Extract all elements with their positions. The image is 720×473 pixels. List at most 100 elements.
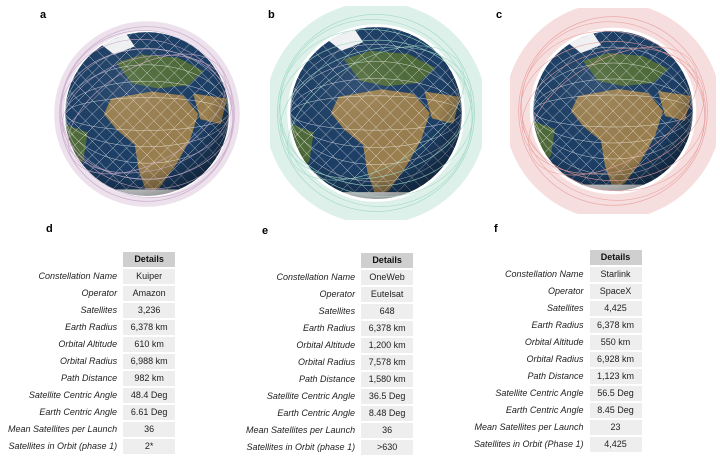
- row-value: 8.45 Deg: [589, 403, 642, 418]
- table-row: Orbital Altitude 550 km: [470, 335, 642, 350]
- row-value: Eutelsat: [361, 287, 414, 302]
- row-label: Satellite Centric Angle: [266, 391, 356, 401]
- orbit-halo: [270, 6, 482, 220]
- table-row: Mean Satellites per Launch 36: [4, 422, 176, 437]
- table-header: Details: [361, 253, 414, 268]
- table-row: Mean Satellites per Launch 36: [242, 423, 414, 438]
- row-value: OneWeb: [361, 270, 414, 285]
- row-label: Earth Centric Angle: [277, 408, 356, 418]
- table-row: Satellites 648: [242, 304, 414, 319]
- table-row: Earth Centric Angle 8.45 Deg: [470, 403, 642, 418]
- row-value: 6,378 km: [361, 321, 414, 336]
- row-value: 1,580 km: [361, 372, 414, 387]
- table-row: Earth Radius 6,378 km: [4, 320, 176, 335]
- row-value: SpaceX: [589, 284, 642, 299]
- row-label: Earth Radius: [531, 320, 584, 330]
- row-label: Orbital Altitude: [58, 339, 118, 349]
- row-value: 6,988 km: [123, 354, 176, 369]
- table-row: Orbital Radius 6,928 km: [470, 352, 642, 367]
- table-row: Satellite Centric Angle 48.4 Deg: [4, 388, 176, 403]
- orbit-halo: [510, 8, 716, 214]
- row-value: 56.5 Deg: [589, 386, 642, 401]
- orbit-halo: [54, 21, 240, 207]
- globe-shading: [533, 31, 693, 191]
- table-row: Operator Amazon: [4, 286, 176, 301]
- table-row: Satellite Centric Angle 36.5 Deg: [242, 389, 414, 404]
- row-label: Operator: [81, 288, 118, 298]
- panel-letter-c: c: [496, 9, 503, 21]
- table-row: Mean Satellites per Launch 23: [470, 420, 642, 435]
- row-label: Orbital Radius: [526, 354, 584, 364]
- table-row: Orbital Altitude 1,200 km: [242, 338, 414, 353]
- table-row: Earth Centric Angle 6.61 Deg: [4, 405, 176, 420]
- details-table-body: Details Constellation Name OneWeb Operator E…: [242, 253, 414, 455]
- row-value: 610 km: [123, 337, 176, 352]
- row-value: Starlink: [589, 267, 642, 282]
- row-value: 550 km: [589, 335, 642, 350]
- row-label: Earth Radius: [65, 322, 118, 332]
- globe-shading: [290, 27, 462, 199]
- table-row: Satellites in Orbit (phase 1) >630: [242, 440, 414, 455]
- table-row: Path Distance 982 km: [4, 371, 176, 386]
- row-label: Satellites in Orbit (phase 1): [246, 442, 356, 452]
- table-row: Constellation Name Starlink: [470, 267, 642, 282]
- table-row: Satellites 3,236: [4, 303, 176, 318]
- panel-letter-a: a: [40, 9, 47, 21]
- details-table-body: Details Constellation Name Starlink Operato…: [470, 250, 642, 452]
- table-row: Satellites in Orbit (phase 1) 2*: [4, 439, 176, 454]
- row-label: Path Distance: [299, 374, 356, 384]
- row-label: Path Distance: [527, 371, 584, 381]
- panel-letter-e: e: [262, 225, 269, 237]
- row-value: 36.5 Deg: [361, 389, 414, 404]
- details-table-body: Details Constellation Name Kuiper Operator A…: [4, 252, 176, 454]
- globe-starlink: [510, 8, 716, 214]
- row-value: Amazon: [123, 286, 176, 301]
- row-value: 6,928 km: [589, 352, 642, 367]
- table-header-row: Details: [242, 253, 414, 268]
- globe-kuiper: [54, 21, 240, 207]
- row-label: Mean Satellites per Launch: [8, 424, 118, 434]
- row-value: >630: [361, 440, 414, 455]
- row-value: 36: [123, 422, 176, 437]
- row-label: Path Distance: [61, 373, 118, 383]
- header-spacer: [470, 250, 590, 265]
- row-value: 1,123 km: [589, 369, 642, 384]
- table-header: Details: [589, 250, 642, 265]
- table-row: Orbital Radius 6,988 km: [4, 354, 176, 369]
- row-label: Earth Centric Angle: [39, 407, 118, 417]
- row-label: Orbital Altitude: [296, 340, 356, 350]
- row-value: 3,236: [123, 303, 176, 318]
- table-row: Constellation Name OneWeb: [242, 270, 414, 285]
- row-label: Mean Satellites per Launch: [474, 422, 584, 432]
- row-label: Satellite Centric Angle: [495, 388, 584, 398]
- row-value: 2*: [123, 439, 176, 454]
- row-value: 1,200 km: [361, 338, 414, 353]
- table-row: Earth Radius 6,378 km: [242, 321, 414, 336]
- panel-letter-b: b: [268, 9, 275, 21]
- row-value: 648: [361, 304, 414, 319]
- details-table-kuiper: Details Constellation Name Kuiper Operator A…: [4, 250, 176, 456]
- table-row: Operator Eutelsat: [242, 287, 414, 302]
- row-label: Operator: [319, 289, 356, 299]
- row-label: Orbital Radius: [60, 356, 118, 366]
- row-value: 8.48 Deg: [361, 406, 414, 421]
- row-value: 36: [361, 423, 414, 438]
- row-label: Satellite Centric Angle: [28, 390, 118, 400]
- table-row: Path Distance 1,580 km: [242, 372, 414, 387]
- row-label: Operator: [548, 286, 584, 296]
- row-label: Earth Radius: [303, 323, 356, 333]
- header-spacer: [4, 252, 123, 267]
- details-table-oneweb: Details Constellation Name OneWeb Operator E…: [242, 251, 414, 457]
- row-value: 982 km: [123, 371, 176, 386]
- row-label: Orbital Radius: [298, 357, 356, 367]
- orbit-rings: [59, 26, 235, 202]
- row-value: 6,378 km: [589, 318, 642, 333]
- panel-letter-d: d: [46, 223, 53, 235]
- table-row: Satellites 4,425: [470, 301, 642, 316]
- table-row: Satellites in Orbit (Phase 1) 4,425: [470, 437, 642, 452]
- table-header-row: Details: [470, 250, 642, 265]
- row-label: Constellation Name: [276, 272, 356, 282]
- table-header: Details: [123, 252, 176, 267]
- table-header-row: Details: [4, 252, 176, 267]
- row-label: Earth Centric Angle: [505, 405, 584, 415]
